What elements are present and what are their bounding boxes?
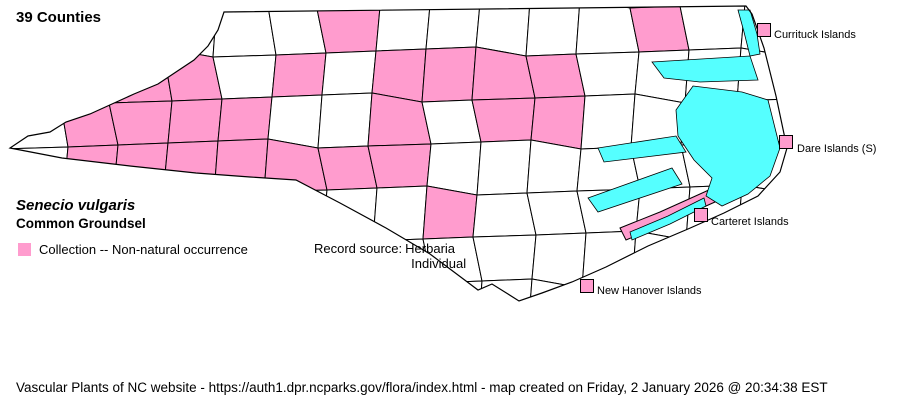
state-outline: [8, 5, 788, 302]
species-scientific-name: Senecio vulgaris: [16, 197, 136, 214]
county-cell: [213, 138, 269, 195]
county-count-title: 39 Counties: [16, 9, 102, 26]
county-cell: [213, 191, 274, 237]
county-cell: [629, 6, 690, 53]
county-cell: [55, 283, 120, 301]
dare-islands-label: Dare Islands (S): [797, 143, 877, 155]
county-cell: [375, 6, 431, 52]
county-cell: [372, 185, 428, 242]
footer-attribution: Vascular Plants of NC website - https://…: [16, 380, 828, 395]
county-cell: [263, 189, 328, 235]
currituck-sound: [737, 9, 761, 57]
county-cell: [631, 230, 687, 287]
legend-label: Collection -- Non-natural occurrence: [39, 242, 248, 257]
pamlico-sound: [675, 85, 781, 207]
county-cell: [472, 234, 537, 282]
county-cell: [527, 278, 583, 301]
county-cell: [476, 139, 532, 196]
county-cell: [10, 230, 61, 289]
county-cell: [318, 284, 379, 301]
record-source-value: Individual: [411, 256, 467, 271]
county-cell: [271, 52, 327, 98]
county-cell: [159, 184, 224, 239]
county-cell: [733, 235, 787, 283]
county-cell: [114, 281, 170, 301]
sound-water: [587, 9, 781, 241]
county-cell: [321, 50, 377, 96]
county-cell: [214, 279, 270, 301]
currituck-islands-marker: [757, 23, 771, 37]
county-cell: [10, 93, 69, 150]
county-cell: [163, 140, 219, 195]
record-source-label: Record source:: [314, 241, 403, 256]
county-cell: [526, 139, 582, 194]
county-cell: [471, 97, 536, 143]
county-cell: [164, 279, 220, 301]
county-cell: [733, 279, 787, 301]
county-cell: [421, 46, 477, 103]
county-cell: [10, 51, 64, 97]
carteret-islands-marker: [694, 208, 708, 222]
currituck-islands-label: Currituck Islands: [774, 29, 856, 41]
county-cell: [317, 92, 373, 149]
county-cell: [108, 100, 173, 146]
species-common-name: Common Groundsel: [16, 216, 146, 231]
county-cell: [681, 237, 739, 285]
county-cell: [10, 285, 66, 301]
county-cell: [575, 51, 640, 97]
pamlico-river: [597, 135, 687, 163]
county-cell: [472, 192, 537, 238]
county-cell: [422, 185, 478, 240]
county-cell: [526, 190, 587, 236]
county-cell: [55, 230, 120, 287]
county-cell: [212, 6, 277, 58]
carteret-islands-label: Carteret Islands: [711, 216, 789, 228]
county-cell: [421, 99, 482, 145]
county-cell: [427, 280, 483, 301]
legend: Collection -- Non-natural occurrence: [18, 242, 248, 257]
bogue-sound: [629, 197, 707, 241]
county-cell: [317, 145, 378, 191]
county-cell: [368, 282, 433, 301]
county-cell: [10, 146, 69, 192]
county-cell: [58, 49, 114, 104]
county-cell: [212, 54, 277, 100]
county-cell: [162, 6, 218, 58]
dare-islands-marker: [779, 135, 793, 149]
county-cell: [264, 286, 329, 301]
neuse-river: [587, 167, 683, 213]
county-cell: [217, 96, 273, 142]
county-cell: [477, 278, 533, 301]
record-source: Record source: Herbaria Individual: [314, 241, 466, 271]
county-cell: [580, 93, 636, 150]
county-cell: [266, 6, 327, 56]
county-cell: [679, 6, 746, 51]
county-cell: [322, 187, 378, 242]
new-hanover-islands-marker: [580, 279, 594, 293]
county-cell: [108, 47, 173, 104]
new-hanover-islands-label: New Hanover Islands: [597, 285, 702, 297]
county-cell: [63, 144, 119, 190]
county-cell: [316, 6, 381, 54]
county-cell: [112, 6, 168, 51]
albemarle-sound: [651, 55, 759, 83]
county-cell: [58, 93, 119, 148]
legend-swatch-icon: [18, 243, 31, 256]
record-source-value: Herbaria: [405, 241, 456, 256]
county-cell: [167, 98, 223, 144]
county-cell: [367, 143, 432, 189]
county-cell: [525, 53, 586, 99]
